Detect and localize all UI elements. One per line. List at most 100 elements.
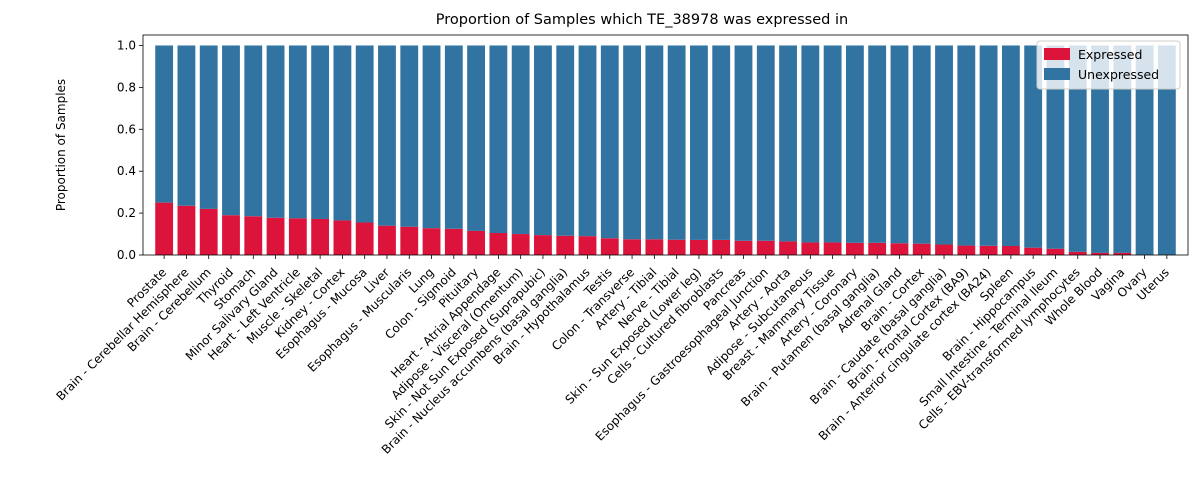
bar-unexpressed-3	[222, 45, 240, 216]
bar-expressed-22	[645, 239, 664, 255]
chart-title: Proportion of Samples which TE_38978 was…	[436, 12, 848, 28]
bar-expressed-23	[667, 239, 686, 255]
bar-unexpressed-45	[1157, 45, 1176, 256]
x-tick-label-1: Brain - Cerebellar Hemisphere	[53, 265, 191, 403]
bar-unexpressed-26	[734, 45, 753, 241]
bar-unexpressed-36	[957, 45, 976, 246]
bar-expressed-8	[333, 220, 352, 255]
bar-expressed-31	[845, 242, 864, 255]
y-tick-label-1: 0.2	[117, 206, 136, 220]
bar-unexpressed-14	[467, 45, 486, 231]
bar-unexpressed-13	[444, 45, 463, 229]
bar-expressed-3	[222, 215, 240, 255]
bar-unexpressed-22	[645, 45, 664, 240]
y-tick-label-0: 0.0	[117, 248, 136, 262]
y-tick-label-2: 0.4	[117, 164, 136, 178]
bar-unexpressed-25	[712, 45, 731, 240]
bar-expressed-41	[1068, 251, 1087, 255]
bar-expressed-33	[890, 243, 909, 255]
plot-frame	[142, 34, 1189, 256]
legend-label-unexpressed: Unexpressed	[1078, 67, 1159, 82]
bar-unexpressed-11	[400, 45, 419, 227]
bar-unexpressed-19	[578, 45, 597, 237]
bar-expressed-27	[756, 240, 775, 255]
bar-unexpressed-34	[912, 45, 931, 244]
bar-expressed-25	[712, 239, 731, 255]
bar-expressed-28	[779, 241, 797, 255]
bar-unexpressed-15	[489, 45, 508, 234]
legend-swatch-expressed	[1044, 48, 1070, 60]
bar-expressed-24	[690, 239, 708, 255]
y-tick-label-5: 1.0	[117, 38, 136, 52]
y-tick-label-4: 0.8	[117, 80, 136, 94]
bar-unexpressed-5	[266, 45, 285, 218]
bar-unexpressed-10	[378, 45, 396, 226]
legend-box	[1036, 40, 1181, 90]
bar-unexpressed-43	[1113, 45, 1132, 253]
bar-expressed-17	[534, 235, 552, 255]
bar-expressed-30	[823, 242, 842, 255]
bar-unexpressed-28	[779, 45, 797, 242]
bar-expressed-32	[868, 242, 887, 255]
bar-unexpressed-30	[823, 45, 842, 243]
bar-unexpressed-18	[556, 45, 575, 236]
bar-unexpressed-31	[845, 45, 864, 243]
bar-expressed-40	[1046, 248, 1065, 255]
bar-unexpressed-16	[511, 45, 530, 235]
y-tick-label-3: 0.6	[117, 122, 136, 136]
bar-expressed-7	[311, 218, 330, 255]
legend-swatch-unexpressed	[1044, 68, 1070, 80]
bar-unexpressed-38	[1001, 45, 1020, 246]
bar-expressed-39	[1024, 247, 1043, 255]
bar-unexpressed-7	[311, 45, 330, 219]
bar-unexpressed-37	[979, 45, 998, 246]
bar-expressed-11	[400, 226, 419, 255]
bar-expressed-10	[378, 225, 396, 255]
bar-unexpressed-21	[623, 45, 641, 240]
bar-unexpressed-44	[1135, 45, 1154, 256]
bar-unexpressed-1	[177, 45, 196, 206]
bar-expressed-37	[979, 245, 998, 255]
bar-expressed-20	[600, 238, 619, 255]
bar-expressed-13	[444, 228, 463, 255]
bar-expressed-4	[244, 216, 263, 255]
bar-expressed-34	[912, 243, 931, 255]
bar-unexpressed-39	[1024, 45, 1043, 248]
y-axis: 0.0 0.2 0.4 0.6 0.8 1.0	[117, 38, 143, 262]
bar-expressed-12	[422, 228, 441, 255]
bar-expressed-19	[578, 236, 597, 255]
bar-expressed-2	[199, 208, 218, 255]
legend: Expressed Unexpressed	[1036, 40, 1181, 90]
bar-unexpressed-42	[1091, 45, 1109, 253]
bar-unexpressed-24	[690, 45, 708, 240]
bar-unexpressed-20	[600, 45, 619, 239]
bar-expressed-18	[556, 235, 575, 255]
bar-expressed-43	[1113, 252, 1132, 255]
bar-unexpressed-2	[199, 45, 218, 209]
y-axis-title: Proportion of Samples	[54, 79, 68, 211]
bar-expressed-6	[288, 218, 307, 255]
bar-unexpressed-9	[355, 45, 374, 223]
bar-expressed-16	[511, 234, 530, 255]
bar-unexpressed-41	[1068, 45, 1087, 252]
bar-expressed-5	[266, 217, 285, 255]
bar-unexpressed-8	[333, 45, 352, 221]
bar-expressed-1	[177, 205, 196, 255]
bar-unexpressed-33	[890, 45, 909, 244]
bar-unexpressed-4	[244, 45, 263, 217]
bar-expressed-15	[489, 233, 508, 255]
bar-unexpressed-12	[422, 45, 441, 229]
bars-layer	[155, 45, 1176, 256]
bar-unexpressed-32	[868, 45, 887, 243]
bar-expressed-26	[734, 240, 753, 255]
bar-expressed-14	[467, 230, 486, 255]
legend-label-expressed: Expressed	[1078, 47, 1142, 62]
bar-expressed-0	[155, 202, 174, 255]
bar-expressed-36	[957, 245, 976, 255]
bar-expressed-21	[623, 239, 641, 255]
bar-expressed-42	[1091, 252, 1109, 255]
bar-unexpressed-29	[801, 45, 820, 243]
